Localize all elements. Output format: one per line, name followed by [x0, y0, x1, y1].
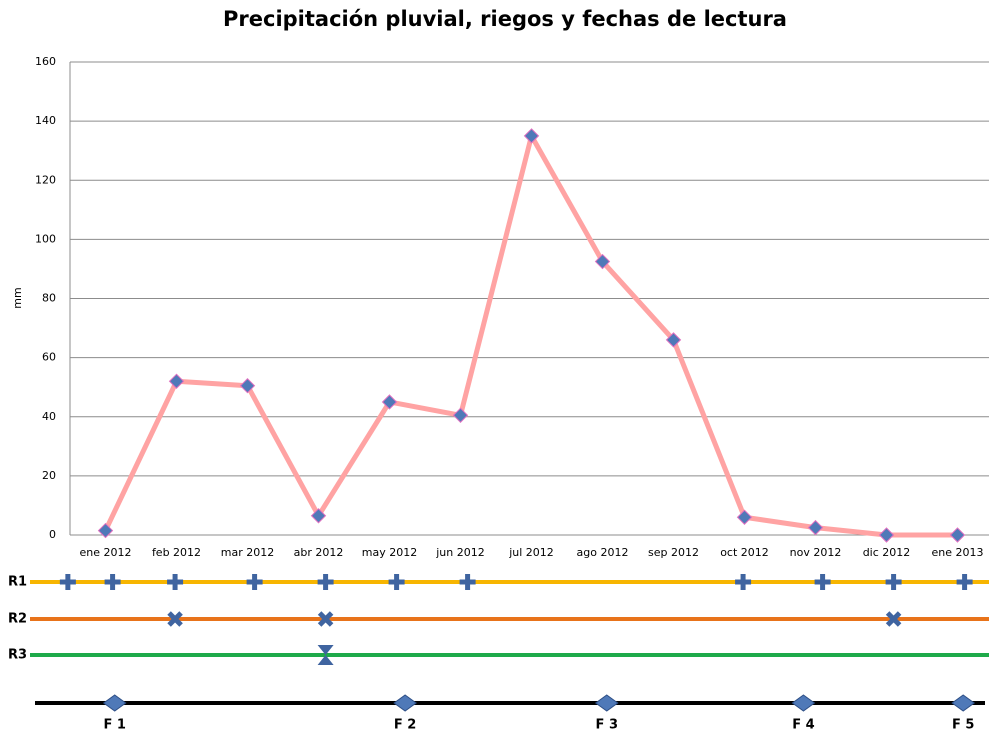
x-tick-label: feb 2012: [152, 546, 201, 559]
row-marker: [885, 611, 902, 627]
x-tick-label: abr 2012: [294, 546, 344, 559]
y-tick-label: 80: [42, 292, 56, 305]
x-tick-label: jul 2012: [508, 546, 554, 559]
row-label: R3: [8, 648, 27, 663]
row-marker: [317, 645, 334, 665]
data-point: [168, 373, 185, 389]
row-marker: [814, 574, 831, 590]
reading-label: F 2: [394, 718, 416, 733]
data-point: [878, 527, 895, 543]
row-label: R2: [8, 612, 27, 627]
reading-label: F 1: [104, 718, 126, 733]
reading-marker: [951, 694, 976, 712]
row-marker: [459, 574, 476, 590]
row-marker: [167, 574, 184, 590]
y-tick-label: 40: [42, 410, 56, 423]
data-point: [594, 253, 611, 270]
y-tick-label: 0: [49, 528, 56, 541]
row-marker: [735, 574, 752, 590]
chart-title: Precipitación pluvial, riegos y fechas d…: [223, 7, 787, 31]
row-marker: [104, 574, 121, 590]
reading-label: F 5: [952, 718, 974, 733]
row-marker: [59, 574, 76, 590]
data-point: [949, 527, 966, 543]
row-marker: [956, 574, 973, 590]
row-marker: [885, 574, 902, 590]
data-point: [310, 508, 327, 524]
row-marker: [246, 574, 263, 590]
data-line: [103, 133, 958, 538]
reading-marker: [393, 694, 417, 712]
x-tick-label: jun 2012: [435, 546, 485, 559]
x-tick-label: ago 2012: [577, 546, 629, 559]
reading-marker: [594, 694, 619, 712]
data-point: [381, 394, 398, 410]
x-tick-label: ene 2013: [932, 546, 984, 559]
y-tick-label: 160: [35, 55, 56, 68]
x-tick-label: may 2012: [362, 546, 417, 559]
x-tick-label: sep 2012: [648, 546, 699, 559]
reading-marker: [791, 694, 816, 712]
data-point: [239, 378, 256, 394]
y-tick-label: 100: [35, 232, 56, 245]
row-label: R1: [8, 575, 27, 590]
row-marker: [317, 611, 334, 627]
data-point: [736, 509, 753, 525]
reading-label: F 3: [596, 718, 618, 733]
reading-marker: [102, 694, 127, 712]
x-tick-label: nov 2012: [790, 546, 842, 559]
reading-label: F 4: [792, 718, 814, 733]
y-axis-label: mm: [11, 287, 24, 308]
y-tick-label: 60: [42, 351, 56, 364]
row-marker: [317, 574, 334, 590]
row-marker: [167, 611, 183, 627]
y-tick-label: 20: [42, 469, 56, 482]
row-marker: [388, 574, 405, 590]
x-tick-label: oct 2012: [720, 546, 769, 559]
data-point: [523, 128, 540, 144]
y-tick-label: 140: [35, 114, 56, 127]
x-tick-label: ene 2012: [80, 546, 132, 559]
x-tick-label: dic 2012: [863, 546, 911, 559]
data-point: [452, 407, 469, 423]
x-tick-label: mar 2012: [221, 546, 274, 559]
data-point: [665, 332, 682, 348]
data-point: [807, 519, 824, 536]
data-point: [97, 522, 114, 539]
y-tick-label: 120: [35, 173, 56, 186]
